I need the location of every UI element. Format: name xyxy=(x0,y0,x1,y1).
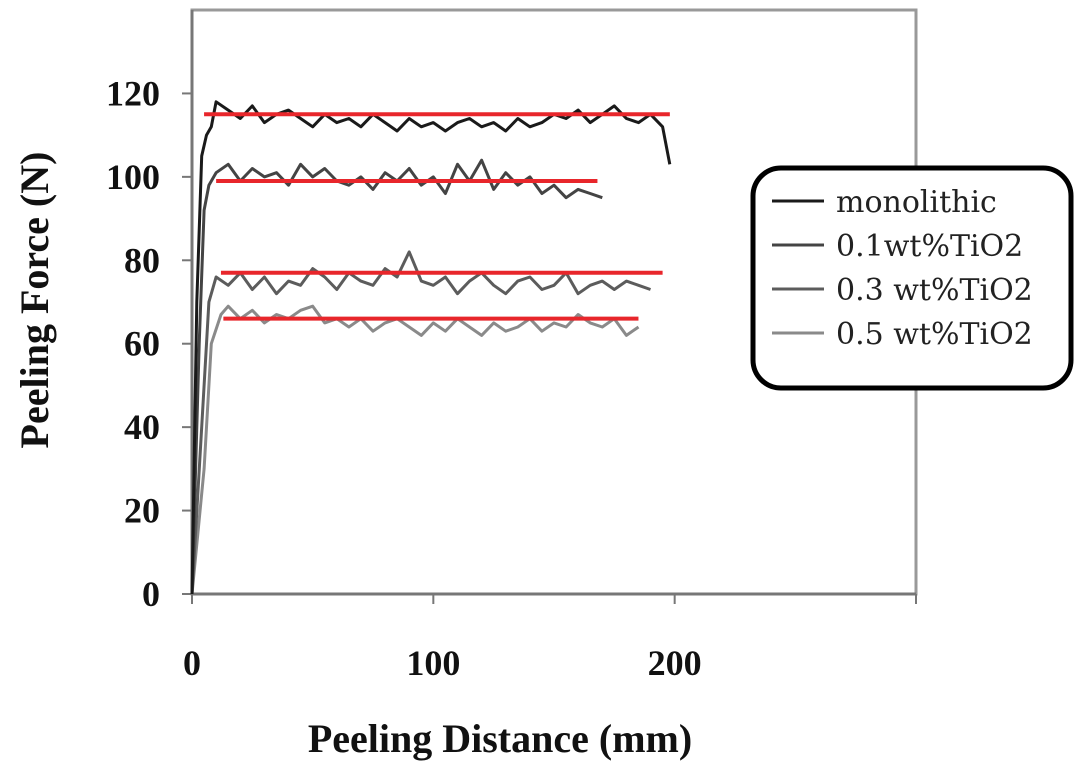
series-line xyxy=(190,158,603,595)
series-line xyxy=(190,250,651,595)
series-line xyxy=(190,100,672,595)
legend-label: 0.5 wt%TiO2 xyxy=(836,317,1033,352)
x-tick-label: 0 xyxy=(183,643,201,683)
y-ticks: 0 20 40 60 80 100 120 xyxy=(106,73,192,614)
legend: monolithic 0.1wt%TiO2 0.3 wt%TiO2 0.5 wt%Ti… xyxy=(750,165,1074,391)
legend-items: monolithic 0.1wt%TiO2 0.3 wt%TiO2 0.5 wt%Ti… xyxy=(772,185,1033,352)
y-tick-label: 40 xyxy=(124,407,160,447)
y-tick-label: 20 xyxy=(124,491,160,531)
legend-label: monolithic xyxy=(836,185,997,220)
y-tick-label: 120 xyxy=(106,73,160,113)
legend-label: 0.1wt%TiO2 xyxy=(836,229,1023,264)
x-tick-label: 200 xyxy=(648,643,702,683)
legend-box xyxy=(750,165,1074,391)
reference-lines xyxy=(204,112,670,321)
y-tick-label: 60 xyxy=(124,324,160,364)
y-tick-label: 0 xyxy=(142,574,160,614)
y-tick-label: 100 xyxy=(106,157,160,197)
x-tick-label: 100 xyxy=(406,643,460,683)
y-tick-label: 80 xyxy=(124,240,160,280)
series-line xyxy=(190,304,640,595)
x-axis-title: Peeling Distance (mm) xyxy=(308,716,692,761)
legend-label: 0.3 wt%TiO2 xyxy=(836,273,1033,308)
series-group xyxy=(190,100,672,595)
y-axis-title: Peeling Force (N) xyxy=(12,152,57,449)
x-ticks: 0 100 200 xyxy=(183,594,917,683)
